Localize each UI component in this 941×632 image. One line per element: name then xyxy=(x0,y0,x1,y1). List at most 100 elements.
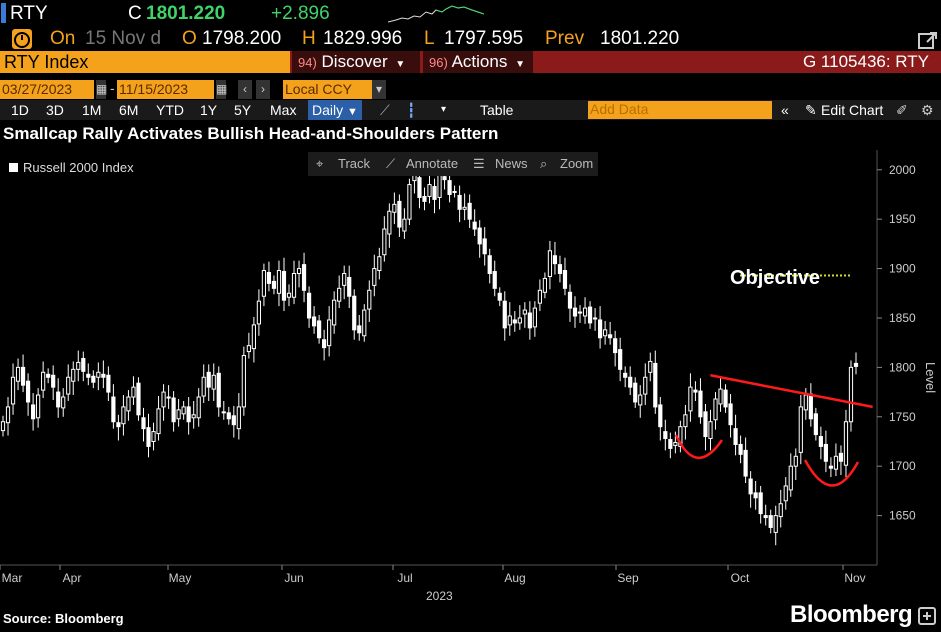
start-date-input[interactable]: 03/27/2023 xyxy=(0,80,94,99)
line-chart-icon[interactable]: ⟋ xyxy=(380,102,390,118)
end-date-input[interactable]: 11/15/2023 xyxy=(117,80,214,99)
frequency: Daily xyxy=(312,102,344,118)
period-ytd[interactable]: YTD xyxy=(156,102,184,118)
y-tick-label: 1750 xyxy=(889,410,916,424)
source-note: Source: Bloomberg xyxy=(3,611,124,626)
security-field[interactable]: RTY Index xyxy=(0,51,290,73)
candle-body xyxy=(673,441,678,446)
candle-body xyxy=(577,311,583,314)
annotate-button[interactable]: Annotate xyxy=(406,156,459,171)
clock-icon xyxy=(12,29,32,49)
candle-body xyxy=(116,422,121,428)
candle-body xyxy=(301,264,307,291)
candle-body xyxy=(246,345,251,353)
edit-chart-button[interactable]: Edit Chart xyxy=(821,102,884,118)
arrow-left-icon[interactable]: ‹ xyxy=(238,80,252,99)
chevron-down-icon: ▼ xyxy=(347,106,358,118)
candle-body xyxy=(141,417,146,430)
candle-body xyxy=(241,355,246,408)
candle-body xyxy=(20,366,26,386)
candle-body xyxy=(196,396,201,419)
candle-body xyxy=(377,256,382,272)
chevron-down-icon[interactable]: ▾ xyxy=(441,104,447,115)
candle-body xyxy=(447,180,452,195)
settings-icon[interactable]: ⚙ xyxy=(921,102,934,118)
pencil-icon[interactable]: ✎ xyxy=(805,102,817,118)
candle-body xyxy=(482,238,487,255)
candle-body xyxy=(271,280,277,289)
candle-body xyxy=(276,270,282,294)
chevron-down-icon[interactable]: ▾ xyxy=(372,80,386,99)
table-button[interactable]: Table xyxy=(480,102,514,118)
candle-body xyxy=(492,271,497,289)
candle-body xyxy=(417,177,422,198)
arrow-right-icon[interactable]: › xyxy=(256,80,270,99)
track-icon[interactable]: ⌖ xyxy=(316,156,324,171)
candle-body xyxy=(161,391,166,408)
period-max[interactable]: Max xyxy=(270,102,297,118)
close-price: 1801.220 xyxy=(146,3,226,24)
candle-body xyxy=(201,376,206,397)
candle-body xyxy=(823,443,828,462)
chart-gridlines xyxy=(0,150,878,566)
candle-body xyxy=(678,426,683,447)
calendar-icon[interactable]: ▦ xyxy=(96,80,107,99)
currency-select[interactable]: Local CCY xyxy=(283,80,375,99)
news-icon[interactable]: ☰ xyxy=(473,156,485,171)
open-label: O xyxy=(182,28,197,49)
candle-body xyxy=(0,421,6,432)
candle-body xyxy=(467,202,472,220)
expand-icon[interactable] xyxy=(918,607,936,625)
collapse-icon[interactable]: « xyxy=(781,102,789,118)
candle-body xyxy=(261,270,267,297)
zoom-button[interactable]: Zoom xyxy=(560,156,594,171)
candlesticks xyxy=(0,159,859,546)
calendar-icon[interactable]: ▦ xyxy=(216,80,227,99)
popout-icon[interactable] xyxy=(918,31,938,51)
candle-chart-icon[interactable]: ┇ xyxy=(407,102,416,118)
annotate-icon[interactable]: ⟋ xyxy=(386,156,396,171)
candle-body xyxy=(442,176,447,181)
candle-body xyxy=(66,376,71,395)
candle-body xyxy=(236,406,241,430)
candle-body xyxy=(818,436,823,447)
candle-body xyxy=(623,372,628,378)
low-label: L xyxy=(424,28,435,49)
period-1y[interactable]: 1Y xyxy=(200,102,218,118)
news-button[interactable]: News xyxy=(495,156,528,171)
candle-body xyxy=(587,306,593,324)
candle-body xyxy=(608,334,613,339)
candle-body xyxy=(542,277,548,293)
track-button[interactable]: Track xyxy=(338,156,371,171)
prev-label: Prev xyxy=(545,28,585,49)
period-6m[interactable]: 6M xyxy=(119,102,139,118)
candle-body xyxy=(848,366,854,423)
candle-body xyxy=(552,255,558,265)
candle-body xyxy=(778,503,783,518)
zoom-icon[interactable]: ⌕ xyxy=(540,156,548,171)
candle-body xyxy=(723,389,728,408)
period-1d[interactable]: 1D xyxy=(11,102,29,118)
candle-body xyxy=(166,396,171,399)
period-3d[interactable]: 3D xyxy=(46,102,64,118)
add-data-input[interactable]: Add Data xyxy=(588,101,772,119)
candle-body xyxy=(281,271,287,301)
candle-body xyxy=(317,320,322,339)
candle-body xyxy=(357,325,362,334)
edit-icon[interactable]: ✐ xyxy=(896,102,908,118)
candle-body xyxy=(708,421,713,440)
candle-body xyxy=(718,388,723,405)
frequency-select[interactable]: Daily ▼ xyxy=(308,100,362,120)
candle-body xyxy=(76,361,81,370)
period-1m[interactable]: 1M xyxy=(82,102,102,118)
candle-body xyxy=(517,317,522,324)
period-5y[interactable]: 5Y xyxy=(234,102,252,118)
candle-body xyxy=(126,396,131,412)
candle-body xyxy=(743,449,748,477)
discover-button[interactable]: 94) Discover ▼ xyxy=(292,51,420,73)
actions-button[interactable]: 96) Actions ▼ xyxy=(423,51,533,73)
add-data-placeholder: Add Data xyxy=(590,101,649,117)
range-separator: - xyxy=(110,80,115,96)
candle-body xyxy=(547,250,553,277)
